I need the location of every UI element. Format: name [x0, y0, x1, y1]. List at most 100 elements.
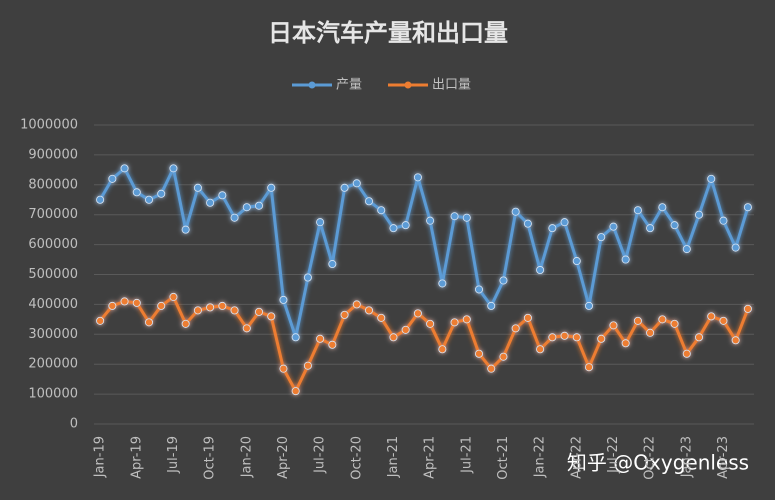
point: [511, 324, 520, 333]
point: [426, 319, 435, 328]
point: [291, 333, 300, 342]
y-tick-label: 0: [70, 417, 78, 432]
point: [609, 321, 618, 330]
watermark: 知乎 @Oxygenless: [567, 451, 749, 475]
point: [474, 285, 483, 294]
y-tick-label: 700000: [28, 207, 78, 222]
point: [743, 203, 752, 212]
point: [682, 245, 691, 254]
y-tick-label: 800000: [28, 177, 78, 192]
y-tick-label: 900000: [28, 147, 78, 162]
point: [401, 325, 410, 334]
point: [695, 210, 704, 219]
point: [340, 310, 349, 319]
x-tick-label: Oct-19: [203, 436, 218, 480]
point: [719, 316, 728, 325]
point: [707, 312, 716, 321]
point: [181, 319, 190, 328]
point: [144, 318, 153, 327]
point: [633, 316, 642, 325]
point: [193, 306, 202, 315]
point: [707, 174, 716, 183]
point: [731, 336, 740, 345]
point: [438, 279, 447, 288]
point: [426, 216, 435, 225]
point: [560, 218, 569, 227]
x-tick-label: Apr-21: [423, 436, 438, 479]
point: [450, 212, 459, 221]
point: [548, 333, 557, 342]
point: [169, 292, 178, 301]
point: [536, 266, 545, 275]
point: [621, 339, 630, 348]
point: [108, 174, 117, 183]
point: [206, 198, 215, 207]
legend-item: 产量: [292, 78, 362, 93]
point: [157, 301, 166, 310]
point: [462, 315, 471, 324]
point: [316, 334, 325, 343]
point: [621, 255, 630, 264]
legend-label: 出口量: [432, 78, 471, 93]
x-tick-label: Jan-20: [239, 436, 254, 478]
point: [364, 197, 373, 206]
point: [682, 349, 691, 358]
point: [267, 312, 276, 321]
x-tick-label: Apr-19: [129, 436, 144, 479]
point: [389, 224, 398, 233]
x-tick-label: Jan-22: [533, 436, 548, 478]
point: [511, 207, 520, 216]
point: [120, 297, 129, 306]
point: [487, 301, 496, 310]
series: [96, 292, 752, 396]
point: [572, 333, 581, 342]
point: [719, 216, 728, 225]
point: [560, 331, 569, 340]
point: [157, 189, 166, 198]
point: [303, 273, 312, 282]
point: [96, 195, 105, 204]
point: [340, 183, 349, 192]
point: [499, 276, 508, 285]
point: [328, 260, 337, 269]
x-tick-label: Jan-19: [93, 436, 108, 478]
x-tick-label: Oct-21: [496, 436, 511, 480]
point: [230, 213, 239, 222]
point: [646, 224, 655, 233]
point: [242, 324, 251, 333]
y-tick-label: 300000: [28, 327, 78, 342]
point: [316, 218, 325, 227]
y-tick-label: 400000: [28, 297, 78, 312]
point: [303, 361, 312, 370]
point: [597, 334, 606, 343]
x-tick-label: Jul-21: [459, 436, 474, 474]
point: [731, 243, 740, 252]
point: [585, 363, 594, 372]
point: [108, 301, 117, 310]
point: [633, 206, 642, 215]
y-tick-label: 500000: [28, 267, 78, 282]
point: [218, 301, 227, 310]
x-tick-label: Jan-21: [386, 436, 401, 478]
point: [585, 301, 594, 310]
point: [438, 345, 447, 354]
y-tick-label: 1000000: [20, 118, 78, 133]
point: [230, 306, 239, 315]
point: [181, 225, 190, 234]
point: [536, 345, 545, 354]
point: [352, 300, 361, 309]
point: [132, 188, 141, 197]
legend-marker: [404, 81, 412, 89]
point: [658, 203, 667, 212]
point: [474, 349, 483, 358]
point: [328, 340, 337, 349]
legend-label: 产量: [336, 78, 362, 93]
point: [377, 313, 386, 322]
point: [646, 328, 655, 337]
point: [96, 316, 105, 325]
point: [169, 164, 178, 173]
point: [658, 315, 667, 324]
point: [743, 304, 752, 313]
point: [413, 173, 422, 182]
point: [401, 221, 410, 230]
